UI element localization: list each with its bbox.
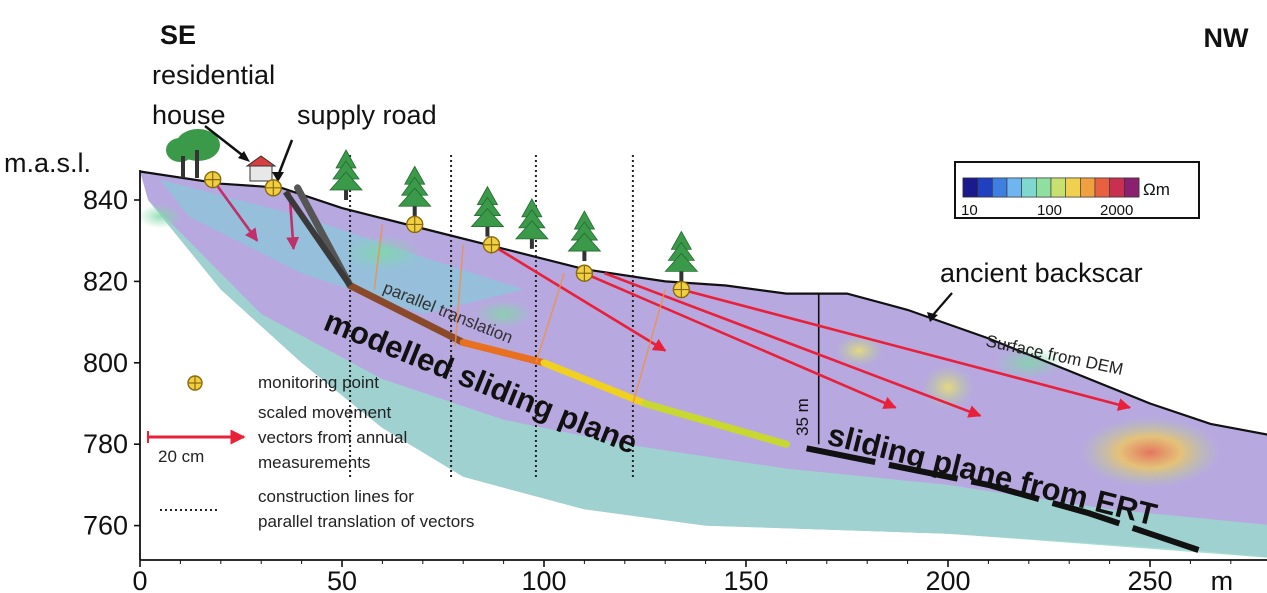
movement-vector-1 bbox=[211, 178, 259, 242]
ancient-backscar-label: ancient backscar bbox=[940, 258, 1143, 288]
supply-road-label: supply road bbox=[297, 100, 437, 130]
legend-monitoring-point-icon bbox=[187, 375, 203, 391]
scale-cell-7 bbox=[1050, 177, 1066, 198]
legend-vectors-text-2: vectors from annual bbox=[258, 428, 407, 447]
tree-icon-4 bbox=[514, 198, 549, 249]
legend-construction-text-1: construction lines for bbox=[258, 487, 414, 506]
legend-scale-bar-text: 20 cm bbox=[158, 447, 204, 466]
legend-vectors-text-3: measurements bbox=[258, 453, 370, 472]
movement-vector-4 bbox=[583, 272, 897, 409]
ert-anomaly-4 bbox=[342, 234, 423, 271]
backscar-pointer-arrow bbox=[932, 292, 953, 316]
scale-cell-6 bbox=[1036, 177, 1052, 198]
translated-vector-2 bbox=[454, 244, 464, 347]
ert-anomaly-7 bbox=[138, 204, 183, 229]
house-pointer-head bbox=[238, 151, 250, 162]
backscar-pointer-head bbox=[927, 312, 938, 322]
y-tick-label-840: 840 bbox=[83, 185, 128, 215]
monitoring-point-5 bbox=[575, 264, 594, 282]
scale-min-label: 10 bbox=[961, 202, 978, 219]
ert-anomaly-3 bbox=[835, 334, 884, 367]
y-axis-unit-label: m.a.s.l. bbox=[4, 148, 91, 178]
movement-vector-5 bbox=[604, 272, 982, 418]
scale-cell-10 bbox=[1094, 177, 1110, 198]
x-tick-label-100: 100 bbox=[521, 566, 566, 593]
depth-label: 35 m bbox=[793, 398, 812, 436]
legend-construction-text-2: parallel translation of vectors bbox=[258, 512, 474, 531]
construction-lines bbox=[349, 155, 634, 480]
modelled-plane-segment-4 bbox=[540, 359, 649, 407]
scale-cell-12 bbox=[1124, 177, 1140, 198]
tree-icon-2 bbox=[397, 165, 432, 217]
translated-vector-4 bbox=[632, 289, 666, 404]
x-axis-unit-label: m bbox=[1211, 566, 1234, 593]
ert-sliding-plane bbox=[806, 445, 1200, 553]
movement-vectors bbox=[211, 178, 1132, 418]
scale-cell-1 bbox=[962, 177, 978, 198]
monitoring-point-1 bbox=[204, 170, 222, 189]
house-pointer-arrow bbox=[204, 125, 247, 159]
ert-anomaly-blobs bbox=[138, 204, 1220, 488]
monitoring-point-6 bbox=[672, 280, 691, 299]
resistivity-color-scale bbox=[954, 161, 1200, 219]
translated-vector-1 bbox=[373, 224, 384, 290]
legend-vectors-text-1: scaled movement bbox=[258, 403, 392, 422]
road-vector bbox=[282, 190, 353, 288]
legend-monitoring-point-text: monitoring point bbox=[258, 373, 379, 392]
ert-anomaly-1 bbox=[1080, 417, 1220, 488]
monitoring-point-2 bbox=[264, 179, 283, 197]
movement-vector-6 bbox=[681, 288, 1132, 411]
scale-cell-2 bbox=[977, 177, 993, 198]
road-pointer-arrow bbox=[276, 139, 294, 177]
modelled-plane-segment-3 bbox=[459, 338, 548, 367]
legend: monitoring point scaled movement vectors… bbox=[147, 373, 474, 531]
scale-cell-9 bbox=[1080, 177, 1096, 198]
direction-se: SE bbox=[160, 20, 196, 50]
modelled-plane-segment-2 bbox=[346, 281, 467, 346]
direction-nw: NW bbox=[1204, 23, 1249, 53]
x-axis-ticks: 0 50 100 150 200 250 m bbox=[132, 560, 1233, 593]
ert-low-resistivity-zone bbox=[148, 200, 1267, 558]
movement-vector-3 bbox=[490, 243, 667, 352]
x-tick-label-250: 250 bbox=[1127, 566, 1172, 593]
monitoring-points bbox=[204, 170, 691, 299]
scale-cell-5 bbox=[1021, 177, 1037, 198]
residential-house-icon bbox=[166, 129, 277, 182]
ert-medium-resistivity-band bbox=[160, 179, 524, 314]
scale-cell-11 bbox=[1109, 177, 1125, 198]
x-tick-label-0: 0 bbox=[132, 566, 147, 593]
scale-unit-label: Ωm bbox=[1143, 180, 1170, 199]
y-tick-label-820: 820 bbox=[83, 266, 128, 296]
monitoring-point-3 bbox=[406, 215, 424, 234]
translated-vector-3 bbox=[535, 273, 565, 364]
scale-max-label: 2000 bbox=[1100, 202, 1133, 219]
scale-cell-8 bbox=[1065, 177, 1081, 198]
road-pointer-head bbox=[272, 172, 284, 182]
residential-house-label-2: house bbox=[152, 100, 226, 130]
y-axis-ticks: 840 820 800 780 760 bbox=[83, 185, 140, 541]
ert-anomaly-6 bbox=[993, 346, 1064, 379]
scale-cell-3 bbox=[992, 177, 1008, 198]
y-tick-label-760: 760 bbox=[83, 511, 128, 541]
y-tick-label-800: 800 bbox=[83, 348, 128, 378]
tree-icon-3 bbox=[470, 185, 505, 237]
modelled-plane-segment-5 bbox=[641, 400, 790, 448]
monitoring-point-4 bbox=[482, 236, 501, 254]
scale-mid-label: 100 bbox=[1037, 202, 1062, 219]
tree-icon-6 bbox=[664, 230, 699, 282]
terrain-surface-line bbox=[139, 170, 1267, 436]
scale-cell-4 bbox=[1006, 177, 1022, 198]
tree-icon-5 bbox=[567, 210, 602, 262]
trees bbox=[329, 149, 699, 282]
y-tick-label-780: 780 bbox=[83, 429, 128, 459]
x-tick-label-50: 50 bbox=[327, 566, 357, 593]
x-tick-label-150: 150 bbox=[723, 566, 768, 593]
tree-icon-1 bbox=[329, 149, 363, 200]
ert-anomaly-5 bbox=[473, 299, 534, 328]
residential-house-label-1: residential bbox=[152, 60, 275, 90]
x-tick-label-200: 200 bbox=[925, 566, 970, 593]
